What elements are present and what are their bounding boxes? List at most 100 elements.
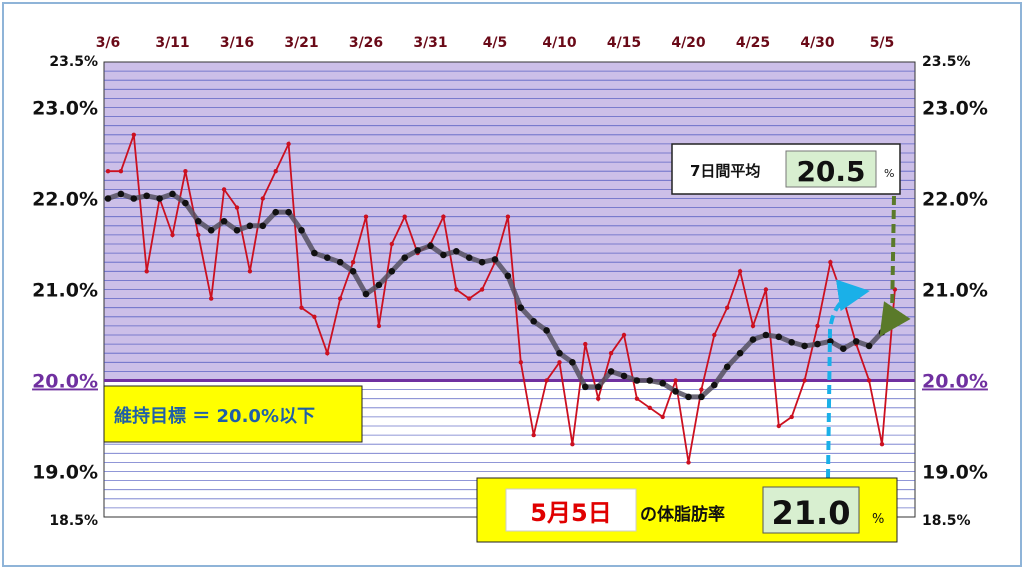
- average-point: [156, 195, 163, 202]
- today-label: の体脂肪率: [640, 504, 725, 525]
- average-point: [285, 208, 292, 216]
- daily-point: [234, 205, 240, 210]
- target-label: 維持目標 ＝ 20.0%以下: [114, 405, 315, 427]
- x-tick-label: 5/5: [870, 35, 895, 51]
- daily-point: [686, 460, 691, 465]
- x-tick-label: 3/16: [220, 35, 254, 51]
- target-callout: 維持目標 ＝ 20.0%以下: [103, 385, 363, 443]
- average-point: [336, 258, 344, 266]
- average-point: [582, 383, 589, 391]
- daily-point: [454, 287, 459, 292]
- y-left-tick-label: 23.5%: [49, 54, 98, 70]
- today-value: 21.0: [772, 494, 851, 532]
- x-tick-label: 4/25: [736, 35, 770, 51]
- y-right-tick-label: 22.0%: [922, 189, 988, 211]
- average-point: [272, 208, 280, 216]
- daily-point: [402, 214, 407, 219]
- x-tick-label: 3/21: [284, 35, 318, 51]
- daily-point: [557, 360, 562, 365]
- average-point: [865, 342, 873, 350]
- average-point: [246, 222, 254, 230]
- target-box: [103, 385, 363, 443]
- daily-point: [866, 378, 872, 383]
- average-point: [349, 268, 357, 275]
- average-point: [117, 190, 125, 198]
- daily-point: [376, 323, 382, 329]
- daily-point: [583, 341, 588, 347]
- daily-point: [389, 241, 394, 247]
- average-point: [465, 254, 473, 261]
- daily-point: [608, 351, 614, 356]
- daily-point: [621, 332, 627, 338]
- daily-point: [299, 305, 304, 310]
- x-tick-label: 4/30: [800, 35, 835, 51]
- average-point: [852, 338, 860, 345]
- average-point: [659, 379, 666, 387]
- x-tick-label: 4/10: [542, 35, 577, 51]
- average-point: [259, 222, 267, 230]
- average-point: [453, 247, 460, 255]
- average-point: [440, 251, 447, 259]
- daily-point: [725, 305, 730, 310]
- daily-point: [596, 396, 601, 401]
- average-point: [104, 195, 112, 202]
- daily-point: [544, 378, 549, 383]
- average-point: [130, 195, 138, 202]
- average-point: [362, 290, 370, 298]
- x-tick-label: 3/31: [413, 35, 447, 51]
- y-left-tick-label: 23.0%: [32, 98, 98, 120]
- average-series: [104, 190, 886, 401]
- x-tick-label: 3/6: [96, 35, 121, 51]
- daily-point: [170, 232, 175, 238]
- daily-point: [467, 296, 472, 301]
- daily-point: [247, 269, 253, 274]
- average-point: [814, 340, 821, 348]
- daily-point: [789, 414, 794, 420]
- average-point: [749, 336, 757, 343]
- average-point: [401, 254, 409, 261]
- average-point: [736, 349, 744, 357]
- daily-point: [363, 214, 369, 219]
- average-point: [633, 377, 641, 384]
- average-point: [543, 327, 550, 334]
- average-point: [491, 256, 499, 263]
- average-point: [530, 318, 537, 325]
- average-point: [672, 388, 679, 395]
- daily-point: [531, 432, 536, 438]
- daily-point: [286, 141, 291, 147]
- average-value: 20.5: [796, 155, 865, 188]
- daily-point: [131, 132, 136, 137]
- daily-point: [570, 442, 575, 447]
- daily-point: [518, 360, 523, 365]
- daily-point: [338, 296, 343, 301]
- x-tick-label: 3/26: [349, 35, 383, 51]
- average-point: [298, 227, 305, 234]
- today-callout: 5月5日 の体脂肪率 21.0 %: [476, 477, 898, 543]
- y-left-tick-label: 19.0%: [32, 462, 98, 484]
- daily-point: [209, 296, 214, 301]
- daily-line: [108, 134, 896, 463]
- average-point: [878, 328, 886, 336]
- average-point: [478, 258, 486, 266]
- daily-point: [879, 442, 885, 447]
- average-arrow: [879, 195, 911, 337]
- average-unit: %: [884, 167, 894, 180]
- average-point: [711, 381, 718, 389]
- daily-point: [634, 396, 640, 401]
- daily-point: [647, 405, 652, 410]
- daily-point: [260, 196, 265, 201]
- average-point: [788, 338, 795, 346]
- average-point: [375, 281, 383, 289]
- average-point: [775, 333, 783, 341]
- x-tick-label: 4/20: [671, 35, 706, 51]
- daily-point: [776, 423, 781, 429]
- average-point: [698, 393, 705, 401]
- y-left-tick-label: 21.0%: [32, 280, 98, 302]
- daily-point: [118, 169, 124, 174]
- average-point: [324, 254, 331, 261]
- y-right-tick-label: 23.0%: [922, 98, 988, 120]
- average-point: [220, 217, 228, 225]
- daily-point: [325, 351, 330, 356]
